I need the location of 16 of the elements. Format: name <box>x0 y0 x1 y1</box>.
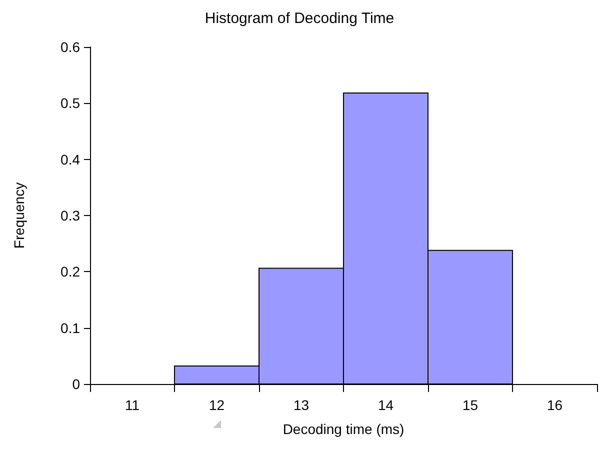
x-tick-label: 11 <box>124 397 140 413</box>
y-tick-label: 0.3 <box>60 208 80 224</box>
y-tick-label: 0.2 <box>60 264 80 280</box>
y-axis-title: Frequency <box>11 182 27 249</box>
x-tick-label: 13 <box>293 397 310 413</box>
x-tick-label: 12 <box>208 397 225 413</box>
y-tick-label: 0.4 <box>60 151 80 168</box>
x-tick-label: 14 <box>378 397 394 413</box>
y-tick-label: 0.5 <box>60 95 80 112</box>
x-tick-label: 15 <box>462 397 478 413</box>
x-tick-label: 16 <box>546 397 563 413</box>
y-tick-label: 0.1 <box>60 320 80 336</box>
y-tick-label: 0 <box>72 376 80 392</box>
chart-title: Histogram of Decoding Time <box>204 10 394 27</box>
x-axis-title: Decoding time (ms) <box>282 421 404 437</box>
y-tick-label: 0.6 <box>60 39 80 55</box>
